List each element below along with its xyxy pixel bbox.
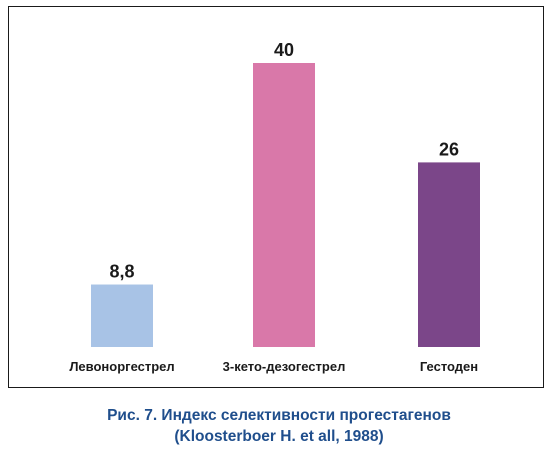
bar-chart: 8,8 Левоноргестрел 40 3-кето-дезогестрел 26 Г… [69,40,480,374]
chart-frame: 8,8 Левоноргестрел 40 3-кето-дезогестрел 26 Г… [8,6,544,388]
caption-line-1: Рис. 7. Индекс селективности прогестаген… [107,407,451,424]
category-label-1: Левоноргестрел [69,359,174,374]
category-label-2: 3-кето-дезогестрел [223,359,346,374]
value-label-2: 40 [274,40,294,60]
value-label-3: 26 [439,139,459,159]
figure-caption: Рис. 7. Индекс селективности прогестаген… [0,405,558,447]
bar-2 [253,63,315,347]
bar-3 [418,162,480,347]
caption-line-2: (Kloosterboer H. et all, 1988) [174,428,384,445]
value-label-1: 8,8 [109,262,134,282]
category-label-3: Гестоден [420,359,478,374]
bar-1 [91,284,153,347]
